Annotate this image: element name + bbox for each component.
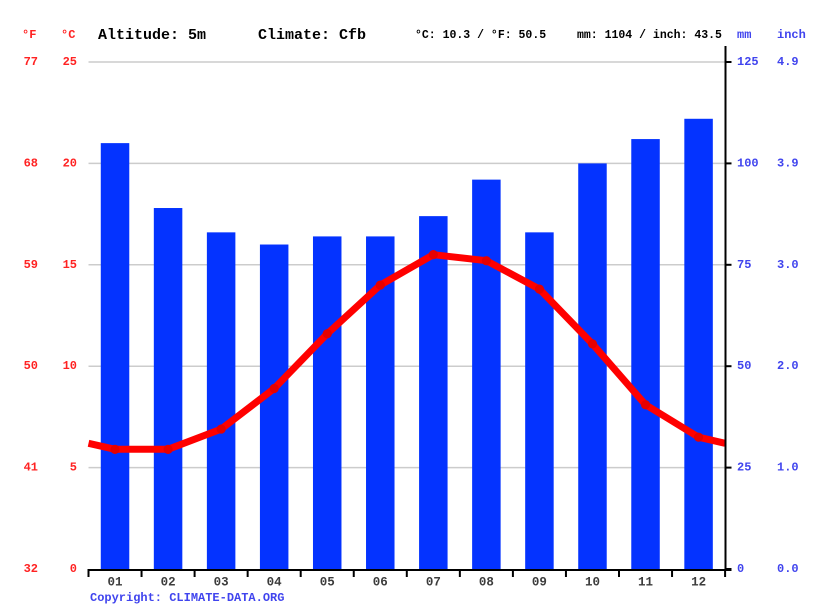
month-label-02: 02	[161, 576, 176, 590]
month-label-01: 01	[108, 576, 123, 590]
temperature-point-09	[534, 284, 545, 294]
tick-label-fahrenheit: 59	[24, 258, 38, 272]
month-label-04: 04	[267, 576, 283, 590]
bar-precipitation-04	[259, 244, 289, 569]
temperature-line	[87, 251, 726, 453]
temperature-point-11	[640, 400, 651, 410]
tick-label-fahrenheit: 77	[24, 55, 38, 69]
month-label-05: 05	[320, 576, 335, 590]
tick-label-mm: 125	[737, 55, 759, 69]
copyright-prefix: Copyright:	[90, 591, 170, 605]
tick-label-inch: 3.0	[777, 258, 799, 272]
tick-label-inch: 1.0	[777, 461, 799, 475]
tick-label-celsius: 15	[63, 258, 77, 272]
bar-precipitation-02	[153, 208, 183, 570]
copyright: Copyright: CLIMATE-DATA.ORG	[90, 592, 284, 604]
tick-label-mm: 0	[737, 562, 744, 576]
bar-precipitation-10	[578, 163, 607, 569]
tick-label-inch: 2.0	[777, 359, 799, 373]
tick-label-celsius: 25	[63, 55, 77, 69]
month-label-10: 10	[585, 576, 600, 590]
tick-label-fahrenheit: 32	[24, 562, 38, 576]
month-label-06: 06	[373, 576, 388, 590]
temperature-point-03	[216, 424, 226, 434]
tick-label-celsius: 0	[70, 562, 77, 576]
month-label-03: 03	[214, 576, 229, 590]
bar-precipitation-05	[312, 236, 342, 569]
altitude-label: Altitude: 5m	[98, 27, 207, 44]
tick-label-celsius: 5	[70, 461, 77, 475]
temperature-point-12	[693, 432, 704, 442]
temperature-point-04	[269, 383, 279, 394]
precipitation-total-label: mm: 1104 / inch: 43.5	[577, 29, 722, 42]
copyright-link[interactable]: CLIMATE-DATA.ORG	[169, 591, 285, 605]
bar-precipitation-11	[631, 139, 660, 569]
tick-label-mm: 100	[737, 156, 759, 170]
tick-label-mm: 25	[737, 461, 751, 475]
celsius-axis-unit: °C	[61, 28, 76, 42]
tick-label-celsius: 10	[63, 359, 77, 373]
tick-label-fahrenheit: 50	[24, 359, 38, 373]
temperature-point-08	[481, 256, 491, 266]
inch-axis-unit: inch	[777, 28, 806, 42]
average-temperature-label: °C: 10.3 / °F: 50.5	[415, 29, 547, 42]
tick-label-mm: 75	[737, 258, 751, 272]
bar-precipitation-01	[100, 143, 130, 569]
temperature-point-02	[163, 444, 173, 454]
tick-label-celsius: 20	[63, 156, 77, 170]
bar-precipitation-08	[472, 179, 501, 569]
bar-precipitation-03	[206, 232, 236, 570]
temperature-point-05	[322, 329, 332, 339]
bar-precipitation-07	[419, 216, 448, 570]
tick-label-mm: 50	[737, 359, 751, 373]
tick-label-inch: 4.9	[777, 55, 799, 69]
month-label-12: 12	[691, 576, 706, 590]
tick-label-fahrenheit: 41	[24, 461, 38, 475]
temperature-point-10	[587, 339, 598, 349]
temperature-point-07	[428, 250, 438, 260]
temperature-point-06	[375, 280, 385, 290]
mm-axis-unit: mm	[737, 28, 752, 42]
tick-label-inch: 0.0	[777, 562, 799, 576]
month-label-09: 09	[532, 576, 547, 590]
fahrenheit-axis-unit: °F	[22, 28, 37, 42]
month-label-08: 08	[479, 576, 494, 590]
tick-label-fahrenheit: 68	[24, 156, 38, 170]
tick-label-inch: 3.9	[777, 156, 799, 170]
month-label-07: 07	[426, 576, 441, 590]
climate-classification-label: Climate: Cfb	[258, 27, 367, 44]
bar-precipitation-12	[684, 118, 713, 569]
temperature-point-01	[110, 444, 120, 454]
month-label-11: 11	[638, 576, 653, 590]
